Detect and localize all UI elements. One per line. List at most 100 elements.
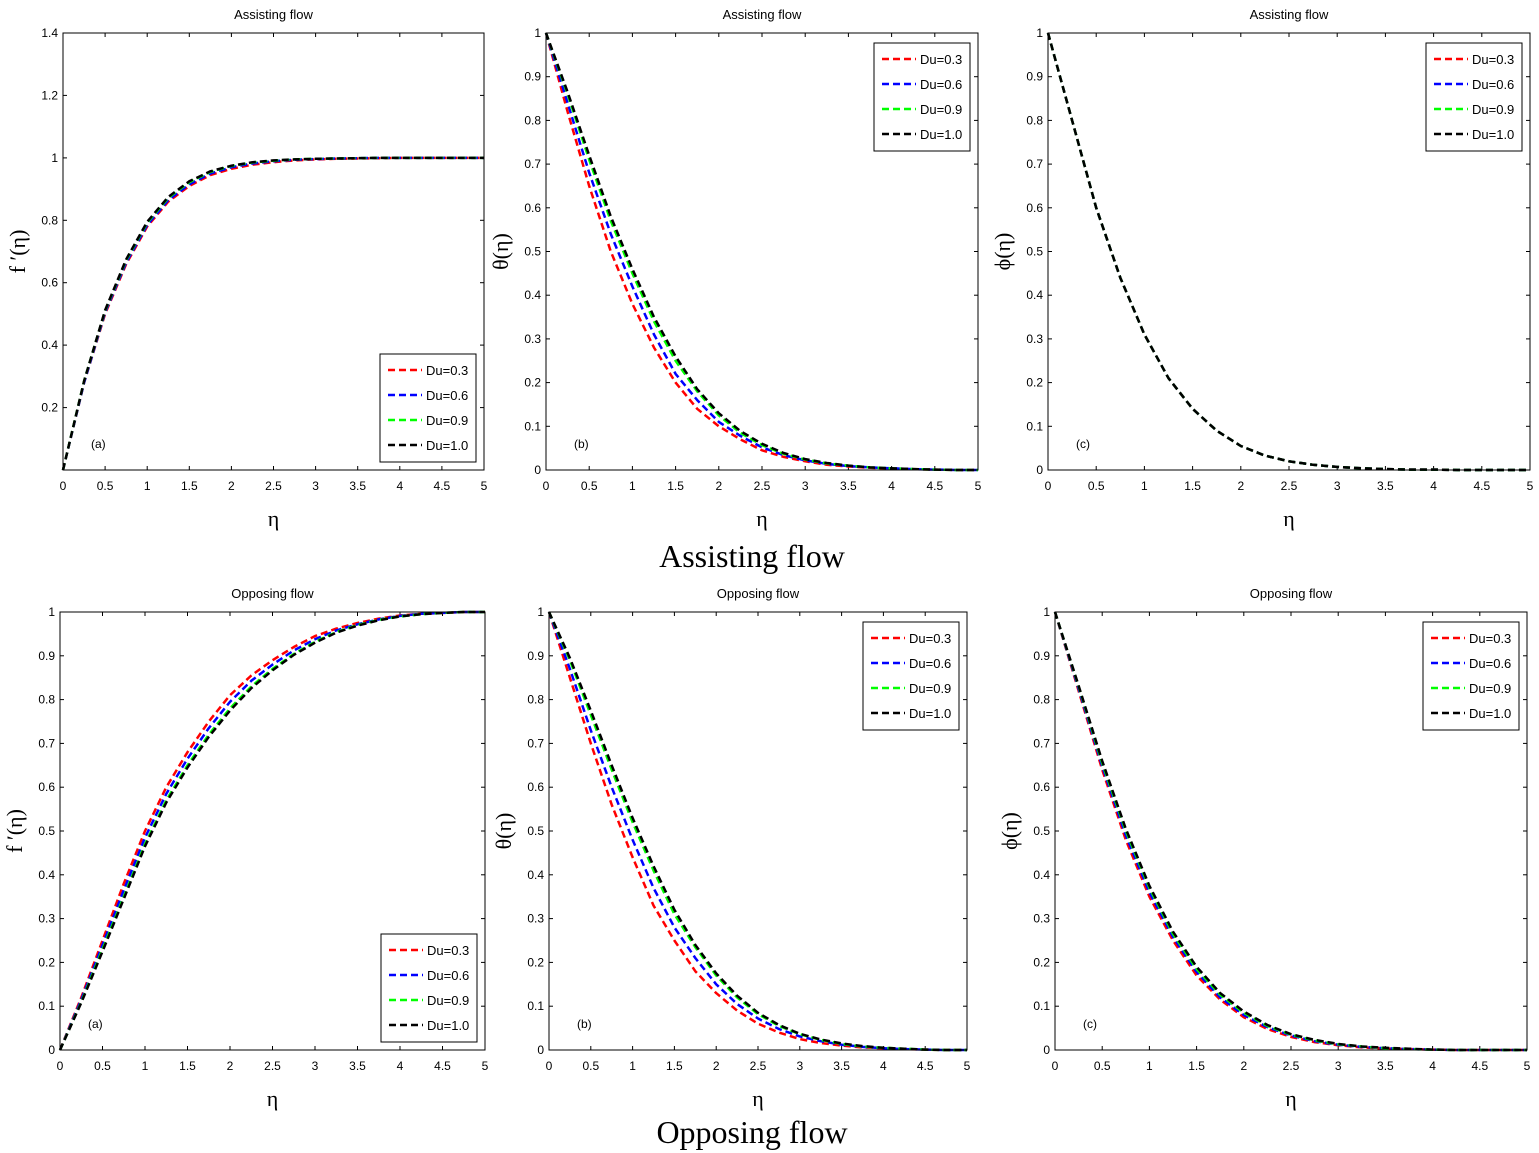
legend-label: Du=0.9 [1469,681,1511,696]
series-line-du-0-6 [547,611,967,1052]
series-line-du-0-3 [547,611,967,1052]
legend-label: Du=0.6 [1472,77,1514,92]
y-tick-label: 0.3 [527,912,544,926]
panel-title: Opposing flow [717,586,800,601]
legend-box [1422,621,1520,731]
legend-label: Du=0.6 [1469,656,1511,671]
panel-title: Assisting flow [234,7,313,22]
x-tick-label: 1.5 [1184,479,1201,493]
panel-tag: (c) [1076,437,1090,451]
x-tick-label: 2.5 [1283,1059,1300,1073]
x-tick-label: 0 [543,479,550,493]
x-tick-label: 4.5 [1471,1059,1488,1073]
y-tick-label: 0.9 [38,649,55,663]
series-line-du-1-0 [61,156,484,471]
plot-frame [548,611,968,1051]
x-tick-label: 1.5 [1188,1059,1205,1073]
x-tick-label: 0.5 [1094,1059,1111,1073]
panel-6: Opposing flow 0 0.5 1 1.5 2 2.5 3 3.5 4 4.5 5 0 0.1 0.… [997,586,1531,1111]
x-tick-label: 1 [629,479,636,493]
plot-frame [59,611,486,1051]
x-tick-label: 0 [546,1059,553,1073]
x-tick-label: 2.5 [264,1059,281,1073]
panels: Assisting flow 0 0.5 1 1.5 2 2.5 3 3.5 4 4.5 5 0.2 0.… [2,7,1534,1111]
y-tick-label: 0.8 [1026,113,1043,127]
y-tick-label: 0.5 [1026,245,1043,259]
y-tick-label: 0.7 [527,736,544,750]
x-tick-label: 3.5 [1377,479,1394,493]
y-axis-label: θ(η) [488,233,513,270]
legend-label: Du=1.0 [920,127,962,142]
row-caption-assisting: Assisting flow [659,538,845,574]
x-tick-label: 5 [482,1059,489,1073]
legend-label: Du=0.9 [426,413,468,428]
y-tick-label: 0.8 [527,693,544,707]
x-tick-label: 3 [796,1059,803,1073]
panel-title: Opposing flow [231,586,314,601]
legend-label: Du=0.6 [920,77,962,92]
y-tick-label: 0.6 [1033,780,1050,794]
x-tick-label: 3 [312,1059,319,1073]
y-tick-label: 0.5 [524,245,541,259]
x-tick-label: 5 [1524,1059,1531,1073]
x-tick-label: 1.5 [181,479,198,493]
x-tick-label: 1.5 [179,1059,196,1073]
legend-label: Du=1.0 [427,1018,469,1033]
y-tick-label: 0.8 [41,213,58,227]
x-tick-label: 4 [880,1059,887,1073]
x-axis-label: η [752,1086,764,1111]
plot-frame [1047,32,1531,471]
y-axis-label: ϕ(η) [990,233,1015,271]
panel-4: Opposing flow 0 0.5 1 1.5 2 2.5 3 3.5 4 4.5 5 0 0.1 0.… [2,586,489,1111]
x-tick-label: 4 [888,479,895,493]
x-tick-label: 4 [396,479,403,493]
y-tick-label: 0.1 [527,999,544,1013]
y-tick-label: 0.2 [1033,955,1050,969]
y-tick-label: 0.7 [38,736,55,750]
y-tick-label: 0 [1036,463,1043,477]
x-tick-label: 3.5 [833,1059,850,1073]
x-tick-label: 0.5 [94,1059,111,1073]
x-tick-label: 3 [1334,479,1341,493]
x-tick-label: 4.5 [434,1059,451,1073]
y-tick-label: 0.5 [1033,824,1050,838]
x-tick-label: 1 [144,479,151,493]
x-axis-label: η [756,506,768,531]
y-tick-label: 0.9 [527,649,544,663]
y-tick-label: 0 [1043,1043,1050,1057]
x-tick-label: 3.5 [1377,1059,1394,1073]
y-tick-label: 0.9 [1033,649,1050,663]
panel-tag: (c) [1083,1017,1097,1031]
x-tick-label: 0 [1045,479,1052,493]
legend-label: Du=1.0 [1469,706,1511,721]
legend-label: Du=1.0 [909,706,951,721]
y-axis-label: ϕ(η) [997,812,1022,850]
legend-label: Du=0.3 [426,363,468,378]
y-tick-label: 0.2 [38,955,55,969]
legend-label: Du=0.3 [427,943,469,958]
y-tick-label: 0.4 [1026,288,1043,302]
legend-label: Du=0.6 [909,656,951,671]
legend-label: Du=0.9 [1472,102,1514,117]
y-axis-label: f ′(η) [5,230,30,274]
y-tick-label: 0 [534,463,541,477]
y-tick-label: 0.3 [1026,332,1043,346]
x-tick-label: 0 [1052,1059,1059,1073]
y-tick-label: 0.2 [524,376,541,390]
legend-label: Du=0.9 [920,102,962,117]
x-tick-label: 4.5 [434,479,451,493]
x-axis-label: η [1283,506,1295,531]
legend-label: Du=1.0 [426,438,468,453]
y-tick-label: 0.2 [41,401,58,415]
panel-3: Assisting flow 0 0.5 1 1.5 2 2.5 3 3.5 4 4.5 5 0 0.1 0… [990,7,1534,531]
y-axis-label: f ′(η) [2,809,27,853]
y-tick-label: 0 [48,1043,55,1057]
y-tick-label: 1 [51,151,58,165]
series-line-du-0-9 [547,611,967,1052]
y-tick-label: 0.3 [1033,912,1050,926]
y-tick-label: 0.4 [524,288,541,302]
legend-label: Du=1.0 [1472,127,1514,142]
legend-box [873,42,971,152]
x-tick-label: 0 [60,479,67,493]
x-tick-label: 5 [975,479,982,493]
